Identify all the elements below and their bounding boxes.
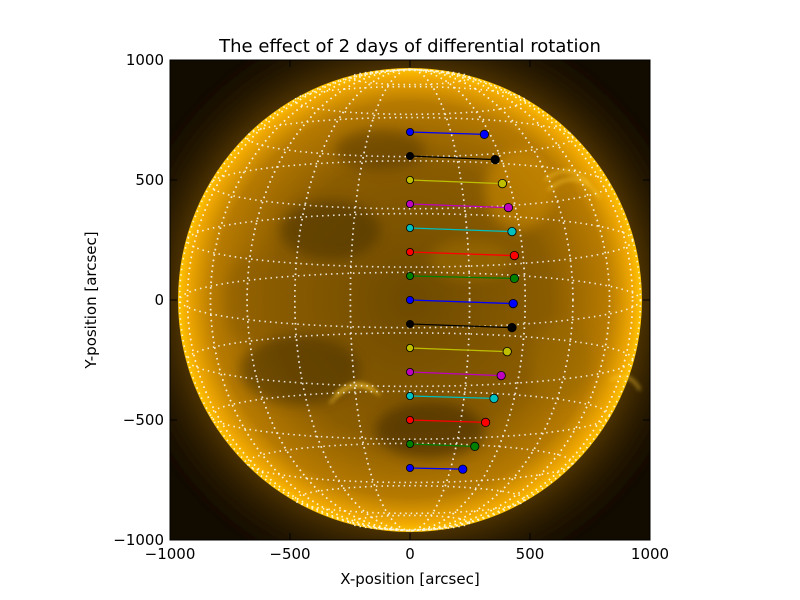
track-2 [405,175,507,189]
grid-latitude-line [209,390,611,440]
end-point [507,322,517,333]
rotation-tracks [405,127,520,474]
end-point [509,273,520,283]
track-14 [405,463,468,474]
start-point [405,367,414,376]
end-point [496,370,506,381]
track-line [409,395,495,400]
end-point [458,464,468,474]
y-tick-label: −500 [123,411,164,429]
x-tick-label: −1000 [145,545,196,563]
start-point [405,247,414,256]
start-point [405,463,414,472]
heliographic-grid [178,68,642,532]
start-point [405,319,414,328]
track-12 [405,415,491,427]
grid-longitude-line [209,68,611,532]
x-tick-label: 500 [516,545,545,563]
track-0 [405,127,489,139]
track-5 [405,247,520,261]
track-7 [405,295,518,309]
start-point [405,343,414,352]
end-point [480,417,491,427]
track-line [409,371,502,377]
end-point [497,179,507,189]
start-point [405,127,414,136]
grid-latitude-line [293,85,526,116]
end-point [490,155,500,165]
end-point [470,441,480,451]
end-point [509,251,520,261]
grid-longitude-line [186,68,634,532]
x-tick-label: 1000 [631,545,669,563]
grid-latitude-line [209,160,611,210]
chart-title: The effect of 2 days of differential rot… [218,36,601,57]
track-line [409,131,485,136]
track-line [409,299,514,305]
track-13 [405,439,480,451]
end-point [507,227,517,237]
track-11 [405,391,499,403]
start-point [405,391,414,400]
y-axis-label: Y-position [arcsec] [82,231,100,369]
track-10 [405,367,506,381]
end-point [479,129,489,139]
track-line [409,179,503,185]
end-point [489,393,499,403]
start-point [405,199,414,208]
track-1 [405,151,500,165]
grid-latitude-line [178,271,642,329]
start-point [405,175,414,184]
end-point [503,203,513,213]
y-tick-label: 0 [154,291,164,309]
x-tick-label: 0 [405,545,415,563]
grid-longitude-line [293,68,526,532]
grid-latitude-line [186,332,634,388]
grid-latitude-line [246,442,574,484]
x-axis-label: X-position [arcsec] [340,570,479,588]
track-line [409,323,513,329]
end-point [502,346,512,357]
start-point [405,223,414,232]
grid-longitude-line [246,68,574,532]
track-line [409,347,508,353]
y-tick-label: 1000 [126,51,164,69]
track-9 [405,343,512,357]
track-line [409,155,496,161]
track-line [409,275,515,280]
start-point [405,151,414,160]
end-point [508,298,518,309]
track-4 [405,223,517,237]
x-axis: −1000 −500 0 500 1000 [145,60,669,563]
start-point [405,439,414,448]
track-6 [405,271,520,283]
track-line [409,251,515,257]
x-tick-label: −500 [269,545,310,563]
track-line [409,203,509,209]
y-axis: −1000 −500 0 500 1000 [113,51,650,549]
start-point [405,271,414,280]
track-8 [405,319,517,333]
y-tick-label: −1000 [113,531,164,549]
track-3 [405,199,513,213]
y-tick-label: 500 [135,171,164,189]
grid-latitude-line [186,212,634,268]
track-line [409,467,463,470]
track-line [409,443,475,448]
track-line [409,227,513,233]
track-line [409,419,486,424]
start-point [405,415,414,424]
start-point [405,295,414,304]
grid-latitude-line [293,484,526,515]
